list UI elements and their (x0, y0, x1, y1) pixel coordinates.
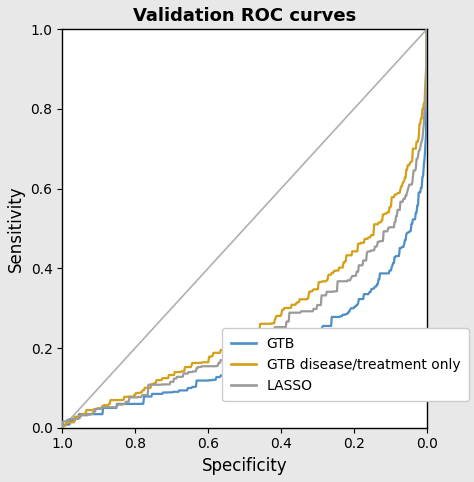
GTB disease/treatment only (358, 240, 364, 246)
LASSO (424, 27, 429, 32)
X-axis label: Specificity: Specificity (201, 457, 287, 475)
GTB (424, 27, 429, 32)
GTB disease/treatment only (256, 326, 262, 332)
LASSO (235, 352, 240, 358)
Title: Validation ROC curves: Validation ROC curves (133, 7, 356, 25)
GTB (415, 202, 421, 208)
LASSO (276, 324, 282, 330)
Legend: GTB, GTB disease/treatment only, LASSO: GTB, GTB disease/treatment only, LASSO (222, 328, 469, 401)
Line: LASSO: LASSO (62, 29, 427, 428)
LASSO (233, 352, 238, 358)
LASSO (358, 262, 364, 268)
Line: GTB: GTB (62, 29, 427, 428)
LASSO (59, 425, 65, 431)
GTB (276, 348, 282, 354)
GTB (256, 358, 262, 363)
GTB disease/treatment only (233, 342, 238, 348)
GTB disease/treatment only (424, 27, 429, 32)
GTB (233, 371, 238, 377)
GTB disease/treatment only (235, 341, 240, 347)
LASSO (256, 334, 262, 340)
GTB disease/treatment only (415, 139, 421, 145)
GTB (235, 367, 240, 373)
Line: GTB disease/treatment only: GTB disease/treatment only (62, 29, 427, 428)
GTB disease/treatment only (59, 425, 65, 431)
GTB disease/treatment only (276, 313, 282, 319)
LASSO (415, 154, 421, 160)
GTB (59, 425, 65, 431)
Y-axis label: Sensitivity: Sensitivity (7, 185, 25, 272)
GTB (358, 296, 364, 302)
